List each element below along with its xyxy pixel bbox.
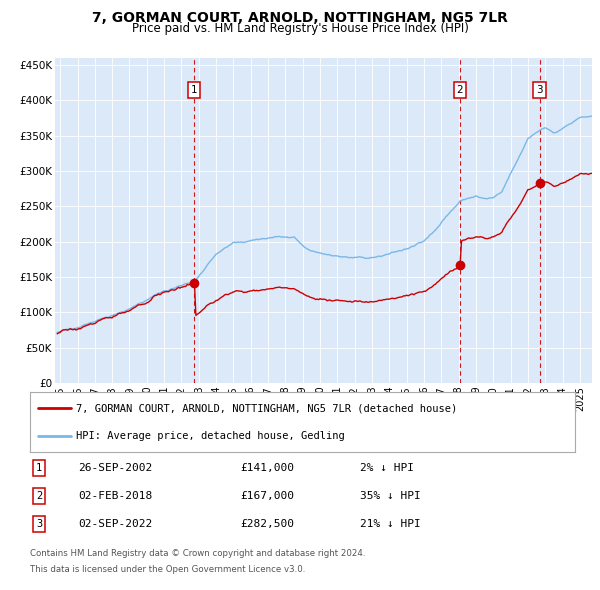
Text: 3: 3	[36, 519, 42, 529]
Text: This data is licensed under the Open Government Licence v3.0.: This data is licensed under the Open Gov…	[30, 565, 305, 573]
Text: 2: 2	[457, 85, 463, 95]
Text: 7, GORMAN COURT, ARNOLD, NOTTINGHAM, NG5 7LR: 7, GORMAN COURT, ARNOLD, NOTTINGHAM, NG5…	[92, 11, 508, 25]
Text: 3: 3	[536, 85, 543, 95]
Text: £167,000: £167,000	[240, 491, 294, 501]
Text: 26-SEP-2002: 26-SEP-2002	[78, 463, 152, 473]
Text: £282,500: £282,500	[240, 519, 294, 529]
Text: Price paid vs. HM Land Registry's House Price Index (HPI): Price paid vs. HM Land Registry's House …	[131, 22, 469, 35]
Text: 21% ↓ HPI: 21% ↓ HPI	[360, 519, 421, 529]
Text: Contains HM Land Registry data © Crown copyright and database right 2024.: Contains HM Land Registry data © Crown c…	[30, 549, 365, 559]
Text: 35% ↓ HPI: 35% ↓ HPI	[360, 491, 421, 501]
Text: 2: 2	[36, 491, 42, 501]
Text: 1: 1	[36, 463, 42, 473]
Text: 2% ↓ HPI: 2% ↓ HPI	[360, 463, 414, 473]
Text: HPI: Average price, detached house, Gedling: HPI: Average price, detached house, Gedl…	[76, 431, 345, 441]
Text: £141,000: £141,000	[240, 463, 294, 473]
Text: 1: 1	[191, 85, 197, 95]
Text: 02-SEP-2022: 02-SEP-2022	[78, 519, 152, 529]
Text: 02-FEB-2018: 02-FEB-2018	[78, 491, 152, 501]
Text: 7, GORMAN COURT, ARNOLD, NOTTINGHAM, NG5 7LR (detached house): 7, GORMAN COURT, ARNOLD, NOTTINGHAM, NG5…	[76, 403, 458, 413]
